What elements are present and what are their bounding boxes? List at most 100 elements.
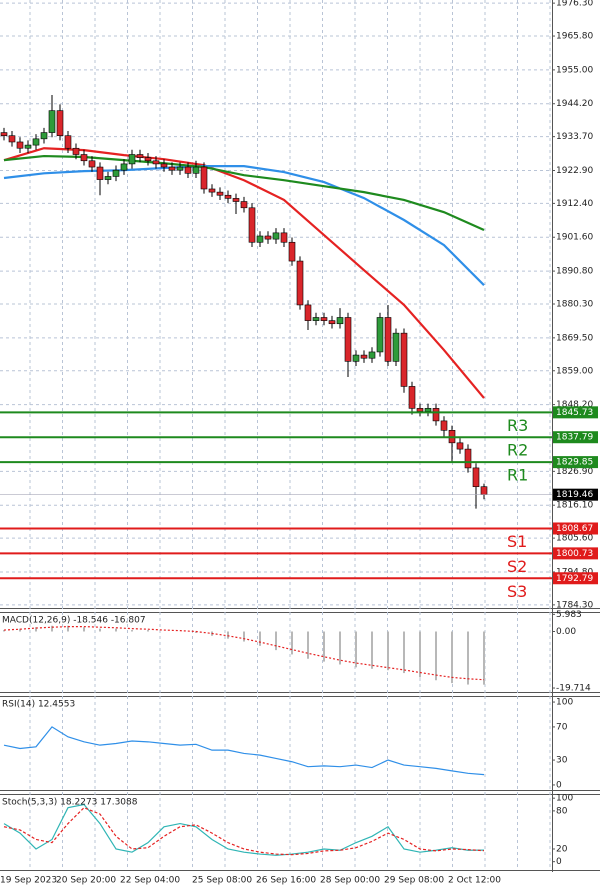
panel-frames (0, 0, 600, 872)
level-name: S1 (507, 532, 527, 551)
candle-body (256, 235, 264, 243)
x-tick-label: 2 Oct 12:00 (448, 876, 501, 886)
candle-body (32, 138, 40, 146)
candle-body (16, 141, 24, 149)
candle-body (456, 442, 464, 450)
level-price-box (553, 431, 598, 444)
level-price-label: 1800.73 (556, 549, 593, 559)
candle-body (472, 467, 480, 488)
candle-body (56, 110, 64, 137)
y-tick-label: 0.00 (556, 627, 576, 637)
candle-body (184, 166, 192, 174)
y-tick-label: 1965.80 (556, 32, 593, 42)
y-tick-label: 1880.30 (556, 300, 593, 310)
candle-body (24, 144, 32, 149)
candle-body (240, 201, 248, 209)
candle-body (48, 110, 56, 133)
candle-body (72, 147, 80, 155)
candle-body (464, 448, 472, 469)
candle-body (200, 166, 208, 190)
level-price-label: 1829.85 (556, 458, 593, 468)
candle-body (312, 317, 320, 321)
level-price-box (553, 547, 598, 560)
y-tick-label: 70 (556, 722, 568, 732)
level-price-label: 1837.79 (556, 433, 593, 443)
x-tick-label: 29 Sep 08:00 (384, 876, 444, 886)
y-tick-label: 1933.70 (556, 132, 593, 142)
candle-body (176, 166, 184, 171)
x-tick-label: 20 Sep 20:00 (56, 876, 116, 886)
x-tick-label: 26 Sep 16:00 (256, 876, 316, 886)
candle-body (120, 163, 128, 171)
candle-body (216, 191, 224, 196)
y-tick-label: 0 (556, 857, 562, 867)
candle-body (368, 351, 376, 359)
candle-body (0, 132, 8, 137)
candle-body (288, 241, 296, 262)
candle-body (248, 207, 256, 243)
y-tick-label: 1976.30 (556, 0, 593, 9)
y-tick-label: 1784.30 (556, 600, 593, 610)
level-name: R2 (507, 441, 528, 460)
y-tick-label: 100 (556, 794, 573, 804)
level-price-box (553, 572, 598, 585)
last-price-box (553, 488, 598, 501)
level-price-label: 1808.67 (556, 524, 593, 534)
candle-body (328, 320, 336, 325)
stoch-k (3, 803, 485, 856)
candle-body (112, 169, 120, 177)
level-name: S2 (507, 557, 527, 576)
y-tick-label: 5.983 (556, 610, 582, 620)
y-tick-label: 0 (556, 780, 562, 790)
stoch-d (3, 807, 485, 856)
candle-body (432, 408, 440, 422)
rsi-line (3, 726, 485, 776)
candle-body (280, 232, 288, 243)
candle-body (408, 386, 416, 409)
indicator-label: Stoch(5,3,3) 18.2273 17.3088 (2, 798, 138, 808)
y-tick-label: 1912.40 (556, 199, 593, 209)
candle-body (128, 154, 136, 165)
candle-body (160, 163, 168, 168)
candle-body (400, 332, 408, 387)
y-tick-label: 1944.20 (556, 99, 593, 109)
candle-body (480, 486, 488, 495)
candle-body (360, 354, 368, 359)
candle-body (416, 408, 424, 412)
candle-body (320, 317, 328, 321)
y-tick-label: 1901.60 (556, 233, 593, 243)
candle-body (296, 260, 304, 306)
moving-average (3, 165, 485, 286)
level-name: S3 (507, 582, 527, 601)
candle-body (392, 332, 400, 362)
candle-body (376, 317, 384, 353)
indicator-label: RSI(14) 12.4553 (2, 700, 75, 710)
candle-body (40, 132, 48, 140)
y-tick-label: 100 (556, 698, 573, 708)
y-tick-label: 1826.90 (556, 467, 593, 477)
x-tick-label: 28 Sep 00:00 (320, 876, 380, 886)
x-tick-label: 19 Sep 2023 (0, 876, 57, 886)
y-tick-label: 1816.10 (556, 501, 593, 511)
level-name: R1 (507, 466, 528, 485)
candle-body (264, 235, 272, 240)
candle-body (384, 317, 392, 362)
y-tick-label: 1848.20 (556, 400, 593, 410)
level-price-label: 1792.79 (556, 574, 593, 584)
candle-body (80, 154, 88, 162)
level-price-box (553, 456, 598, 469)
candle-body (144, 157, 152, 162)
candle-body (152, 160, 160, 165)
candle-body (336, 317, 344, 325)
y-tick-label: 1869.50 (556, 333, 593, 343)
y-tick-label: 30 (556, 756, 568, 766)
candle-body (136, 154, 144, 158)
y-tick-label: 1890.80 (556, 267, 593, 277)
candle-body (352, 354, 360, 362)
indicator-label: MACD(12,26,9) -18.546 -16.807 (2, 616, 146, 626)
candle-body (168, 166, 176, 171)
candle-body (208, 188, 216, 193)
candle-body (64, 135, 72, 149)
